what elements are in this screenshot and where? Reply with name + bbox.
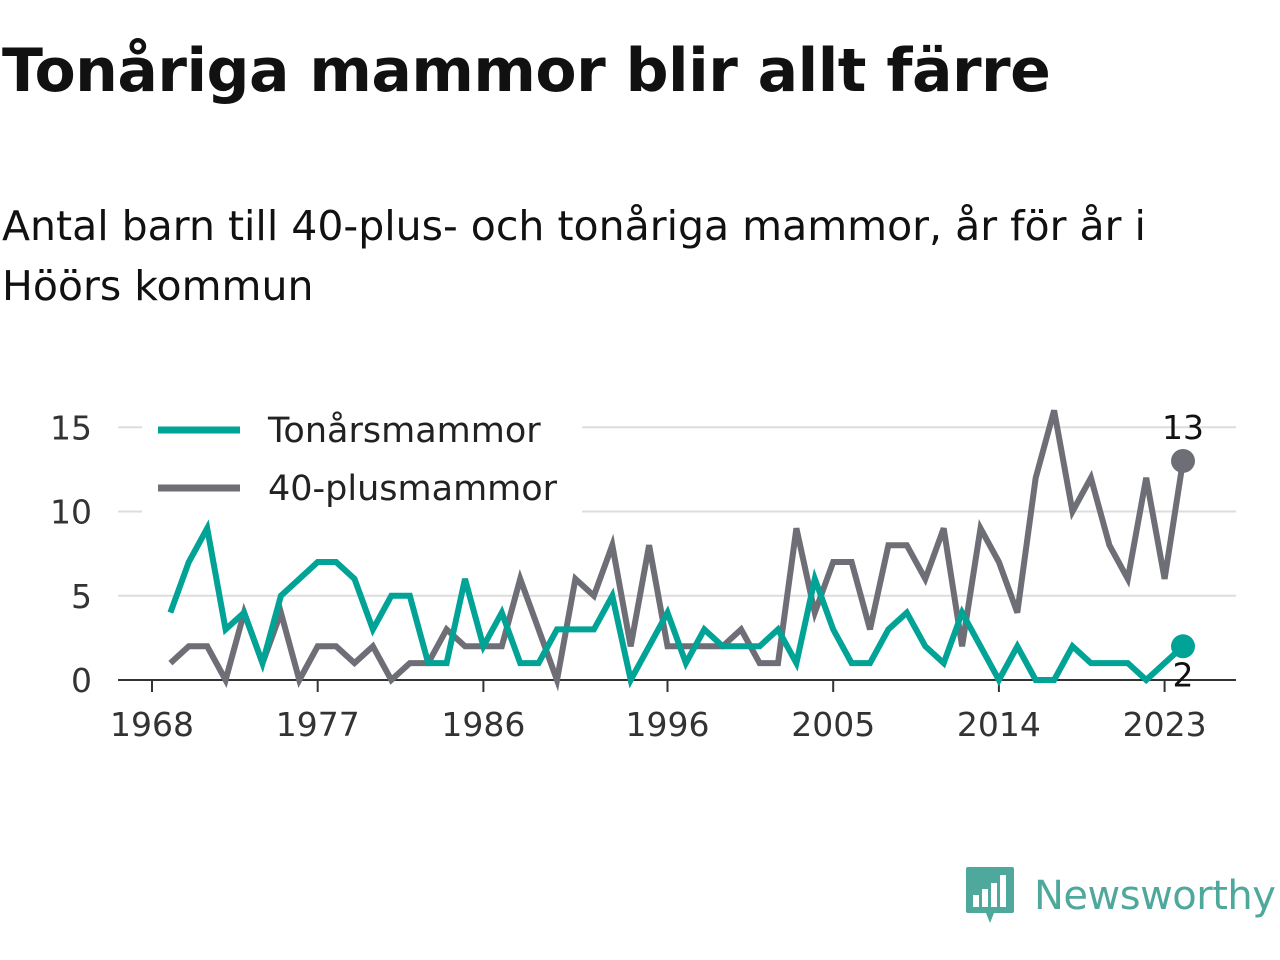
series-lines bbox=[167, 409, 1195, 692]
x-tick-label: 1968 bbox=[110, 705, 194, 744]
x-tick-label: 1986 bbox=[441, 705, 525, 744]
y-tick-label: 5 bbox=[71, 577, 92, 616]
axes: 0 5 10 15 1968 1977 1986 1996 2005 2014 2023 bbox=[50, 408, 1236, 744]
brand-name: Newsworthy bbox=[1034, 873, 1276, 919]
x-tick-label: 2014 bbox=[957, 705, 1041, 744]
newsworthy-logo-icon bbox=[966, 867, 1014, 923]
legend: Tonårsmammor 40-plusmammor bbox=[142, 402, 582, 514]
end-label-tonarsmammor: 2 bbox=[1173, 655, 1194, 694]
x-tick-label: 2023 bbox=[1123, 705, 1207, 744]
legend-label: Tonårsmammor bbox=[267, 410, 541, 451]
end-labels: 13 2 bbox=[1162, 408, 1204, 694]
series-line-ton-rsmammor bbox=[167, 519, 1186, 689]
x-tick-label: 1996 bbox=[626, 705, 710, 744]
legend-box bbox=[142, 402, 582, 514]
end-point-ton-rsmammor bbox=[1171, 634, 1195, 659]
end-point-40-plusmammor bbox=[1171, 448, 1195, 473]
chart-title: Tonåriga mammor blir allt färre bbox=[2, 36, 1051, 106]
x-tick-label: 2005 bbox=[791, 705, 875, 744]
y-tick-label: 10 bbox=[50, 493, 92, 532]
end-label-40-plusmammor: 13 bbox=[1162, 408, 1204, 447]
brand-logo: Newsworthy bbox=[964, 864, 1276, 928]
line-chart: 0 5 10 15 1968 1977 1986 1996 2005 2014 2023 Tonår… bbox=[50, 402, 1236, 744]
x-tick-label: 1977 bbox=[276, 705, 360, 744]
chart-subtitle: Antal barn till 40-plus- och tonåriga ma… bbox=[2, 202, 1146, 310]
legend-label: 40-plusmammor bbox=[268, 469, 558, 509]
y-tick-label: 15 bbox=[50, 408, 92, 447]
y-tick-label: 0 bbox=[71, 661, 92, 700]
